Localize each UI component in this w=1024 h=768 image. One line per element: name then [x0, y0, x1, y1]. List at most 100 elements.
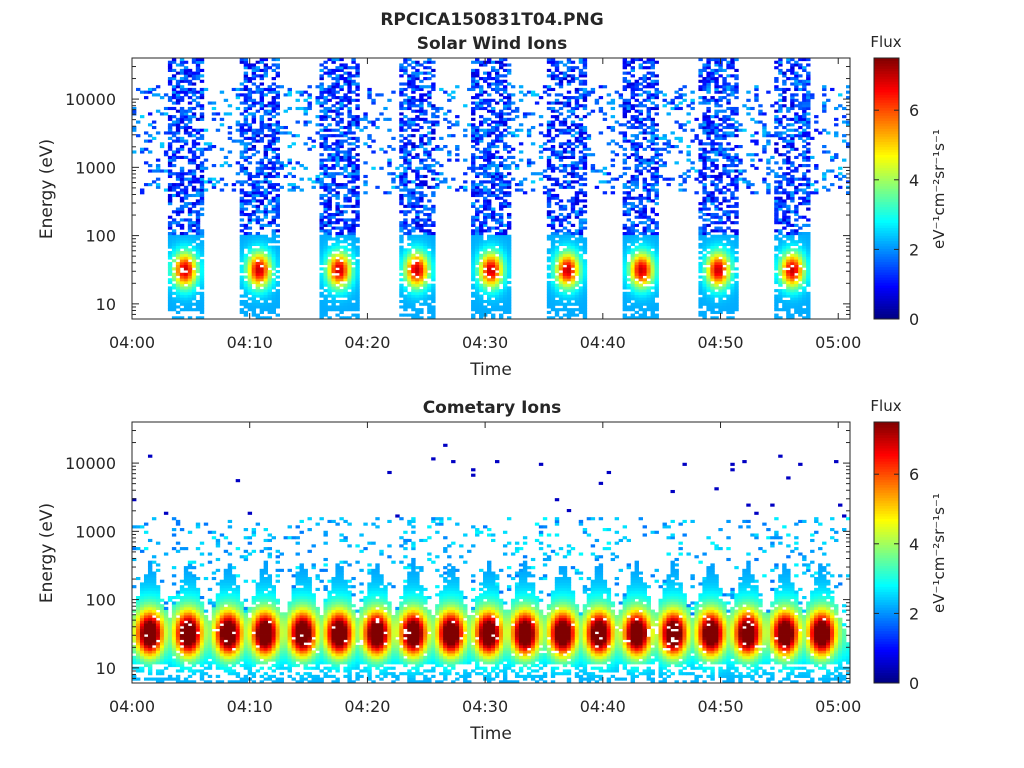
heatmap-cell: [411, 237, 416, 241]
heatmap-cell: [502, 199, 508, 203]
heatmap-cell: [195, 117, 201, 121]
heatmap-cell: [634, 316, 639, 320]
heatmap-cell: [339, 66, 344, 70]
heatmap-cell: [167, 251, 173, 255]
heatmap-cell: [534, 101, 540, 105]
heatmap-cell: [247, 248, 253, 252]
heatmap-cell: [634, 109, 639, 113]
heatmap-cell: [638, 120, 643, 124]
heatmap-cell: [195, 291, 201, 295]
heatmap-cell: [566, 139, 572, 143]
heatmap-cell: [403, 172, 408, 176]
heatmap-cell: [423, 150, 428, 154]
heatmap-cell: [626, 234, 632, 238]
heatmap-cell: [487, 297, 492, 301]
heatmap-cell: [714, 267, 719, 271]
heatmap-cell: [427, 71, 432, 75]
heatmap-cell: [662, 142, 667, 146]
heatmap-cell: [475, 96, 480, 100]
heatmap-cell: [554, 109, 560, 113]
heatmap-cell: [702, 302, 707, 306]
heatmap-cell: [698, 226, 703, 230]
heatmap-cell: [347, 297, 352, 301]
heatmap-cell: [183, 142, 189, 146]
heatmap-cell: [323, 115, 328, 119]
heatmap-cell: [638, 66, 643, 70]
heatmap-cell: [578, 248, 584, 252]
heatmap-cell: [327, 237, 332, 241]
heatmap-cell: [483, 191, 488, 195]
heatmap-cell: [586, 90, 592, 94]
heatmap-cell: [171, 90, 177, 94]
heatmap-cell: [251, 308, 257, 312]
heatmap-cell: [522, 177, 528, 181]
heatmap-cell: [399, 272, 404, 276]
heatmap-cell: [431, 261, 436, 266]
heatmap-cell: [566, 264, 572, 268]
heatmap-cell: [698, 210, 703, 214]
heatmap-cell: [323, 242, 328, 246]
heatmap-cell: [243, 302, 249, 306]
heatmap-cell: [339, 96, 344, 100]
heatmap-cell: [642, 278, 647, 282]
heatmap-cell: [614, 142, 620, 146]
heatmap-cell: [558, 259, 564, 263]
heatmap-cell: [502, 104, 508, 108]
heatmap-cell: [323, 158, 328, 162]
heatmap-cell: [183, 218, 189, 222]
heatmap-cell: [171, 283, 177, 287]
heatmap-cell: [582, 98, 588, 102]
heatmap-cell: [706, 155, 711, 159]
heatmap-cell: [319, 313, 324, 317]
heatmap-cell: [327, 106, 332, 111]
heatmap-cell: [167, 278, 173, 282]
heatmap-cell: [259, 68, 265, 72]
heatmap-cell: [491, 294, 496, 298]
heatmap-cell: [315, 101, 320, 105]
heatmap-cell: [215, 112, 221, 116]
heatmap-cell: [431, 248, 436, 252]
heatmap-cell: [570, 74, 576, 78]
heatmap-cell: [339, 310, 344, 314]
heatmap-cell: [199, 280, 205, 285]
heatmap-cell: [387, 164, 392, 168]
heatmap-cell: [311, 180, 316, 184]
heatmap-cell: [570, 223, 576, 227]
heatmap-cell: [702, 270, 707, 274]
heatmap-cell: [646, 316, 651, 320]
heatmap-cell: [650, 299, 655, 304]
heatmap-cell: [686, 150, 691, 154]
heatmap-cell: [622, 270, 628, 274]
heatmap-cell: [275, 204, 280, 208]
heatmap-cell: [251, 139, 257, 143]
heatmap-cell: [710, 180, 715, 184]
heatmap-cell: [582, 153, 588, 157]
heatmap-cell: [622, 58, 628, 62]
heatmap-cell: [706, 286, 711, 290]
heatmap-cell: [175, 117, 181, 121]
heatmap-cell: [714, 278, 719, 282]
heatmap-cell: [471, 71, 476, 75]
heatmap-cell: [506, 316, 512, 320]
heatmap-cell: [634, 253, 639, 257]
heatmap-cell: [498, 234, 504, 238]
heatmap-cell: [479, 294, 484, 298]
heatmap-cell: [251, 136, 257, 140]
heatmap-cell: [339, 305, 344, 309]
heatmap-cell: [491, 60, 496, 64]
heatmap-cell: [319, 278, 324, 282]
heatmap-cell: [195, 96, 201, 100]
heatmap-cell: [319, 237, 324, 241]
heatmap-cell: [263, 259, 269, 263]
heatmap-cell: [415, 169, 420, 173]
heatmap-cell: [622, 79, 628, 83]
heatmap-cell: [502, 223, 508, 227]
heatmap-cell: [491, 316, 496, 320]
heatmap-cell: [335, 270, 340, 274]
heatmap-cell: [179, 272, 185, 276]
heatmap-cell: [383, 117, 388, 121]
heatmap-cell: [399, 87, 404, 92]
heatmap-cell: [483, 207, 488, 211]
heatmap-cell: [211, 101, 217, 105]
heatmap-cell: [487, 302, 492, 306]
